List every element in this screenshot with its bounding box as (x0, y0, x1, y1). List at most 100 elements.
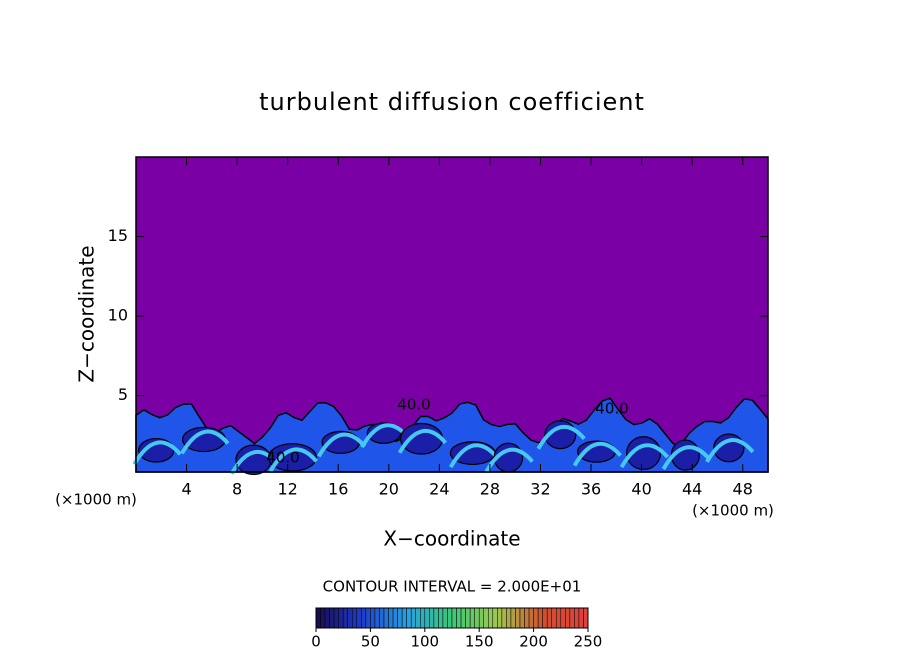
colorbar-cell (456, 607, 462, 629)
eddy-streak (316, 432, 367, 458)
colorbar-cell (420, 607, 426, 629)
colorbar-cell (370, 607, 376, 629)
colorbar-cell (519, 607, 525, 629)
colorbar-cell (565, 607, 571, 629)
contour-interval: CONTOUR INTERVAL = 2.000E+01 (323, 578, 582, 596)
eddy-streak (132, 440, 182, 466)
colorbar-cell (583, 607, 589, 629)
x-tick-label: 36 (581, 480, 601, 499)
colorbar-cell (433, 607, 439, 629)
colorbar-cell (510, 607, 516, 629)
colorbar-cell (379, 607, 385, 629)
contour-label: 40.0 (266, 449, 299, 467)
colorbar-cell (392, 607, 398, 629)
colorbar-cell (320, 607, 326, 629)
colorbar-cell (478, 607, 484, 629)
colorbar-tick-label: 0 (311, 633, 321, 651)
colorbar-cell (569, 607, 575, 629)
colorbar-cell (388, 607, 394, 629)
colorbar-cell (352, 607, 358, 629)
colorbar-cell (560, 607, 566, 629)
colorbar-cell (537, 607, 543, 629)
colorbar-tick-label: 150 (465, 633, 494, 651)
contour-label: 40.0 (397, 396, 430, 414)
colorbar-cell (338, 607, 344, 629)
colorbar-cell (528, 607, 534, 629)
eddy-streak (397, 428, 448, 454)
colorbar-cell (356, 607, 362, 629)
colorbar-cell (342, 607, 348, 629)
eddy-streak (619, 443, 670, 469)
eddy-streak (572, 441, 623, 467)
y-tick-label: 10 (108, 306, 128, 325)
x-tick-label: 4 (181, 480, 191, 499)
eddy-streak (180, 429, 230, 455)
y-axis-label: Z−coordinate (75, 245, 99, 382)
colorbar-cell (474, 607, 480, 629)
eddy-streak (705, 438, 755, 463)
colorbar-cell (515, 607, 521, 629)
eddy-streak (661, 445, 711, 471)
colorbar-cell (506, 607, 512, 629)
colorbar-cell (438, 607, 444, 629)
x-unit: (×1000 m) (692, 502, 774, 520)
eddy-core (399, 422, 444, 455)
y-tick-label: 15 (108, 226, 128, 245)
colorbar-cell (429, 607, 435, 629)
x-tick-label: 16 (328, 480, 348, 499)
colorbar-cell (329, 607, 335, 629)
colorbar-cell (424, 607, 430, 629)
colorbar-cell (465, 607, 471, 629)
chart-title: turbulent diffusion coefficient (259, 88, 645, 116)
colorbar-cell (333, 607, 339, 629)
colorbar-cell (524, 607, 530, 629)
x-tick-label: 12 (278, 480, 298, 499)
colorbar-cell (501, 607, 507, 629)
colorbar-tick-label: 100 (410, 633, 439, 651)
colorbar-cell (556, 607, 562, 629)
x-axis-label: X−coordinate (383, 527, 520, 551)
x-unit: (×1000 m) (55, 491, 137, 509)
eddy-streak (268, 447, 318, 473)
contour-label: 40.0 (595, 400, 628, 418)
colorbar-tick-label: 50 (361, 633, 380, 651)
eddy-streak (484, 447, 534, 473)
colorbar-cell (324, 607, 330, 629)
colorbar-cell (406, 607, 412, 629)
colorbar-cell (410, 607, 416, 629)
colorbar-cell (374, 607, 380, 629)
x-tick-label: 28 (480, 480, 500, 499)
colorbar-cell (361, 607, 367, 629)
x-tick-label: 48 (733, 480, 753, 499)
colorbar-cell (451, 607, 457, 629)
colorbar-cell (533, 607, 539, 629)
colorbar-cell (551, 607, 557, 629)
colorbar-cell (383, 607, 389, 629)
colorbar-tick-label: 200 (519, 633, 548, 651)
x-tick-label: 40 (631, 480, 651, 499)
colorbar-cell (415, 607, 421, 629)
colorbar-frame (315, 607, 589, 629)
eddy-streak (536, 424, 586, 450)
plot-frame (135, 156, 769, 473)
colorbar-tick-label: 250 (574, 633, 603, 651)
colorbar-cell (315, 607, 321, 629)
colorbar-cell (397, 607, 403, 629)
colorbar-cell (447, 607, 453, 629)
colorbar-cell (546, 607, 552, 629)
colorbar-cell (442, 607, 448, 629)
y-tick-label: 5 (118, 385, 128, 404)
colorbar-cell (542, 607, 548, 629)
colorbar-cell (365, 607, 371, 629)
colorbar-cell (483, 607, 489, 629)
colorbar-cell (488, 607, 494, 629)
x-tick-label: 24 (429, 480, 449, 499)
colorbar-cell (492, 607, 498, 629)
eddy-streak (448, 443, 499, 469)
colorbar-cell (401, 607, 407, 629)
x-tick-label: 44 (682, 480, 702, 499)
x-tick-label: 32 (530, 480, 550, 499)
colorbar-cell (578, 607, 584, 629)
colorbar-cell (497, 607, 503, 629)
